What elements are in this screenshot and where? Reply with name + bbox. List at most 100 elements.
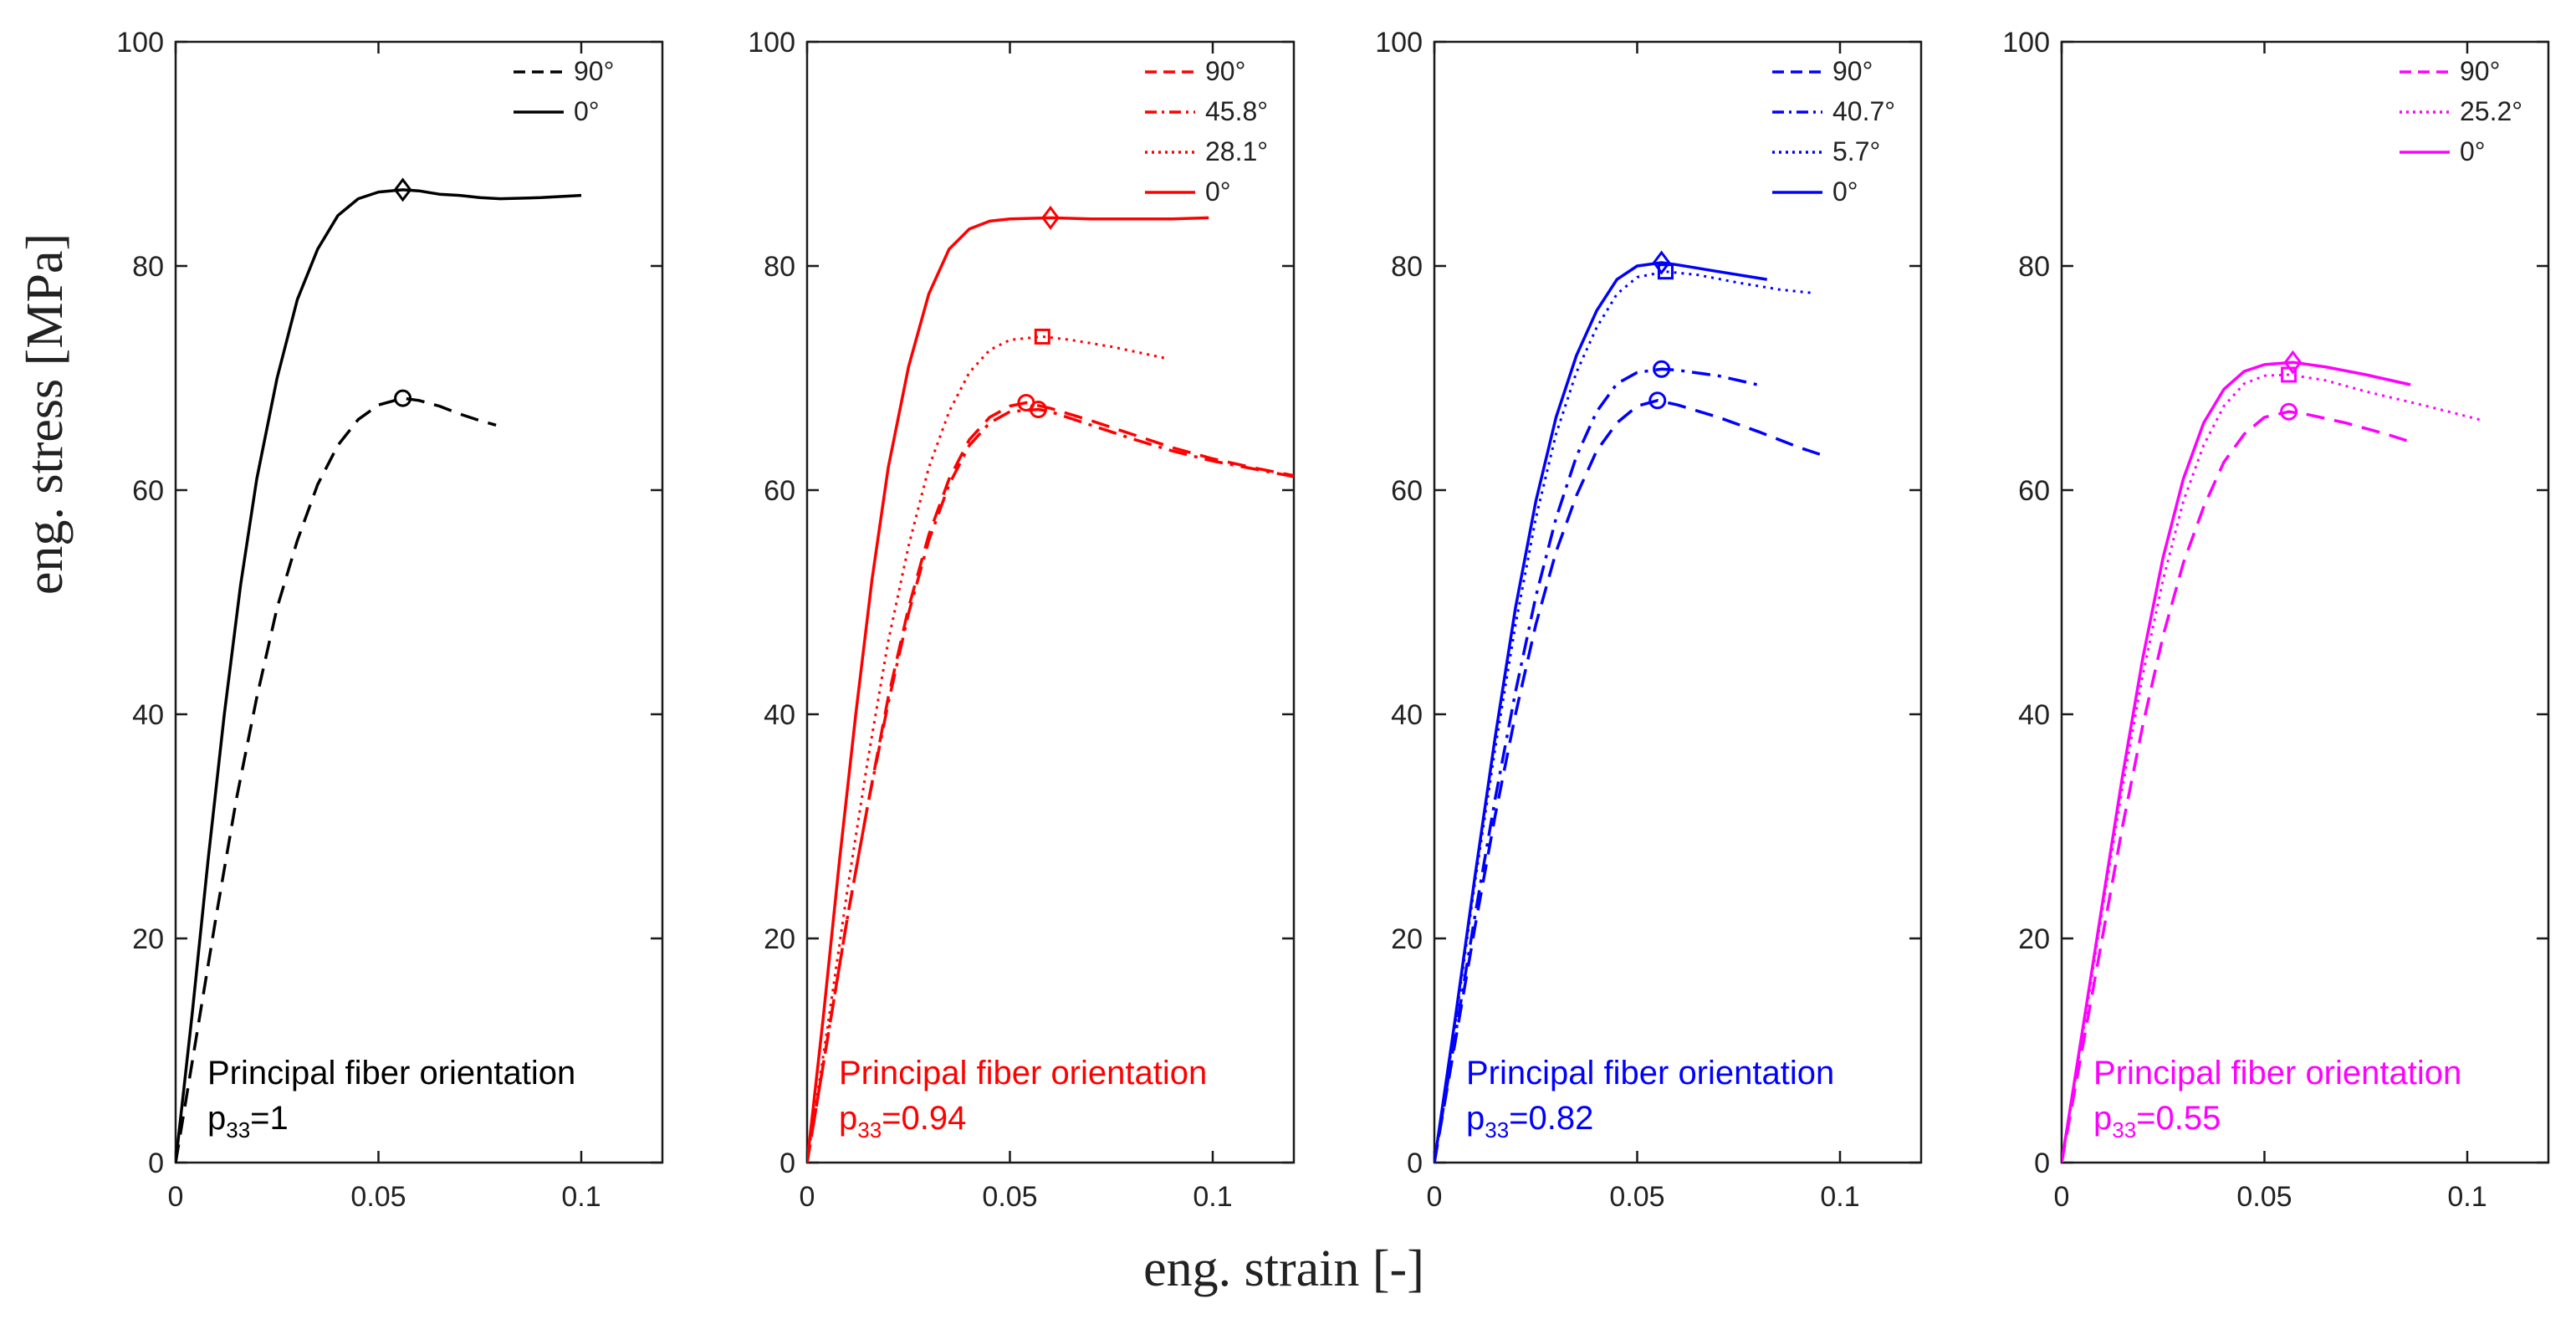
y-tick-label: 60: [132, 475, 164, 507]
p-symbol: p: [1466, 1100, 1485, 1137]
x-tick-label: 0.05: [350, 1181, 406, 1213]
plot-frame: [1433, 40, 1923, 1164]
p-value: =0.94: [882, 1100, 966, 1137]
legend-label-3: 28.1°: [1205, 136, 1268, 166]
chart-panel-3: 0 20 40 60 80 100 0 0.05 0.1 90° 40.7° 5.7° 0° Princi…: [1375, 27, 1923, 1213]
legend-label-3: 5.7°: [1832, 136, 1880, 166]
annotation-title: Principal fiber orientation: [839, 1055, 1207, 1091]
y-tick-label: 0: [2034, 1148, 2050, 1179]
series-line-2: [176, 188, 582, 1163]
plot-frame: [174, 40, 664, 1164]
series-line-3: [2062, 360, 2411, 1163]
y-tick-label: 40: [764, 699, 795, 731]
x-tick-label: 0: [168, 1181, 184, 1213]
y-tick-label: 40: [132, 699, 164, 731]
p-subscript: 33: [857, 1117, 882, 1143]
series-peak-marker-3: [1034, 328, 1050, 345]
y-tick-label: 20: [764, 923, 795, 955]
y-tick-label: 40: [1391, 699, 1423, 731]
series-peak-marker-1: [1648, 391, 1667, 410]
legend-label-1: 90°: [2460, 56, 2500, 86]
x-tick-label: 0.05: [1609, 1181, 1664, 1213]
series-peak-marker-1: [394, 389, 412, 407]
y-tick-label: 0: [779, 1148, 795, 1179]
legend-label-2: 25.2°: [2460, 96, 2522, 126]
legend-label-4: 0°: [1205, 176, 1231, 207]
x-tick-label: 0.05: [2236, 1181, 2292, 1213]
p-subscript: 33: [226, 1117, 250, 1143]
series-line-1: [807, 401, 1294, 1163]
annotation-p33: p33=0.82: [1466, 1100, 1593, 1143]
series-line-4: [1434, 261, 1767, 1163]
series-line-3: [807, 335, 1165, 1163]
plot-frame: [2060, 40, 2550, 1164]
series-peak-marker-4: [1652, 250, 1671, 275]
y-tick-label: 60: [2018, 475, 2050, 507]
y-tick-label: 0: [148, 1148, 164, 1179]
y-tick-label: 100: [748, 27, 795, 59]
legend-label-2: 0°: [574, 96, 600, 126]
p-value: =1: [250, 1100, 289, 1137]
x-tick-label: 0: [1427, 1181, 1443, 1213]
y-axis-title: eng. stress [MPa]: [17, 233, 74, 595]
y-tick-label: 40: [2018, 699, 2050, 731]
plot-frame: [805, 40, 1296, 1164]
x-tick-label: 0.1: [1820, 1181, 1859, 1213]
y-tick-label: 80: [132, 251, 164, 283]
x-tick-label: 0: [800, 1181, 815, 1213]
p-symbol: p: [207, 1100, 226, 1137]
panels: 0 20 40 60 80 100 0 0.05 0.1 90° 0° Principal fiber…: [116, 27, 2550, 1213]
x-tick-label: 0.05: [982, 1181, 1037, 1213]
y-tick-label: 80: [1391, 251, 1423, 283]
series-line-1: [176, 396, 497, 1163]
y-tick-label: 0: [1407, 1148, 1423, 1179]
y-tick-label: 20: [2018, 923, 2050, 955]
y-tick-label: 80: [764, 251, 795, 283]
series-peak-marker-2: [1029, 401, 1047, 419]
x-axis-title: eng. strain [-]: [1143, 1240, 1424, 1297]
y-tick-label: 20: [1391, 923, 1423, 955]
p-symbol: p: [2093, 1100, 2112, 1137]
y-tick-label: 20: [132, 923, 164, 955]
legend-label-2: 40.7°: [1832, 96, 1895, 126]
series-peak-marker-3: [2283, 350, 2303, 375]
y-tick-label: 100: [1375, 27, 1423, 59]
x-tick-label: 0.1: [561, 1181, 601, 1213]
series-line-4: [807, 216, 1209, 1163]
annotation-p33: p33=0.55: [2093, 1100, 2221, 1143]
x-tick-label: 0: [2054, 1181, 2070, 1213]
annotation-title: Principal fiber orientation: [2093, 1055, 2461, 1091]
y-tick-label: 100: [2002, 27, 2050, 59]
series-line-1: [1434, 399, 1821, 1163]
x-tick-label: 0.1: [2447, 1181, 2487, 1213]
series-line-2: [807, 407, 1294, 1163]
series-peak-marker-3: [1657, 263, 1674, 280]
series-line-2: [1434, 367, 1764, 1163]
p-subscript: 33: [2112, 1117, 2136, 1143]
p-value: =0.55: [2136, 1100, 2221, 1137]
annotation-title: Principal fiber orientation: [1466, 1055, 1834, 1091]
series-peak-marker-1: [2280, 402, 2298, 421]
annotation-p33: p33=0.94: [839, 1100, 966, 1143]
y-tick-label: 60: [1391, 475, 1423, 507]
p-subscript: 33: [1485, 1117, 1509, 1143]
y-tick-label: 60: [764, 475, 795, 507]
series-peak-marker-2: [393, 177, 412, 202]
series-line-3: [1434, 270, 1812, 1163]
chart-panel-4: 0 20 40 60 80 100 0 0.05 0.1 90° 25.2° 0° Principal …: [2002, 27, 2550, 1213]
series-line-1: [2062, 410, 2415, 1163]
p-symbol: p: [839, 1100, 857, 1137]
legend-label-1: 90°: [574, 56, 614, 86]
legend-label-2: 45.8°: [1205, 96, 1268, 126]
p-value: =0.82: [1509, 1100, 1593, 1137]
annotation-title: Principal fiber orientation: [207, 1055, 575, 1091]
chart-panel-1: 0 20 40 60 80 100 0 0.05 0.1 90° 0° Principal fiber…: [116, 27, 664, 1213]
y-tick-label: 100: [116, 27, 164, 59]
y-tick-label: 80: [2018, 251, 2050, 283]
legend-label-3: 0°: [2460, 136, 2486, 166]
legend-label-1: 90°: [1832, 56, 1873, 86]
annotation-p33: p33=1: [207, 1100, 289, 1143]
series-peak-marker-4: [1041, 205, 1060, 230]
series-peak-marker-2: [1653, 360, 1671, 378]
